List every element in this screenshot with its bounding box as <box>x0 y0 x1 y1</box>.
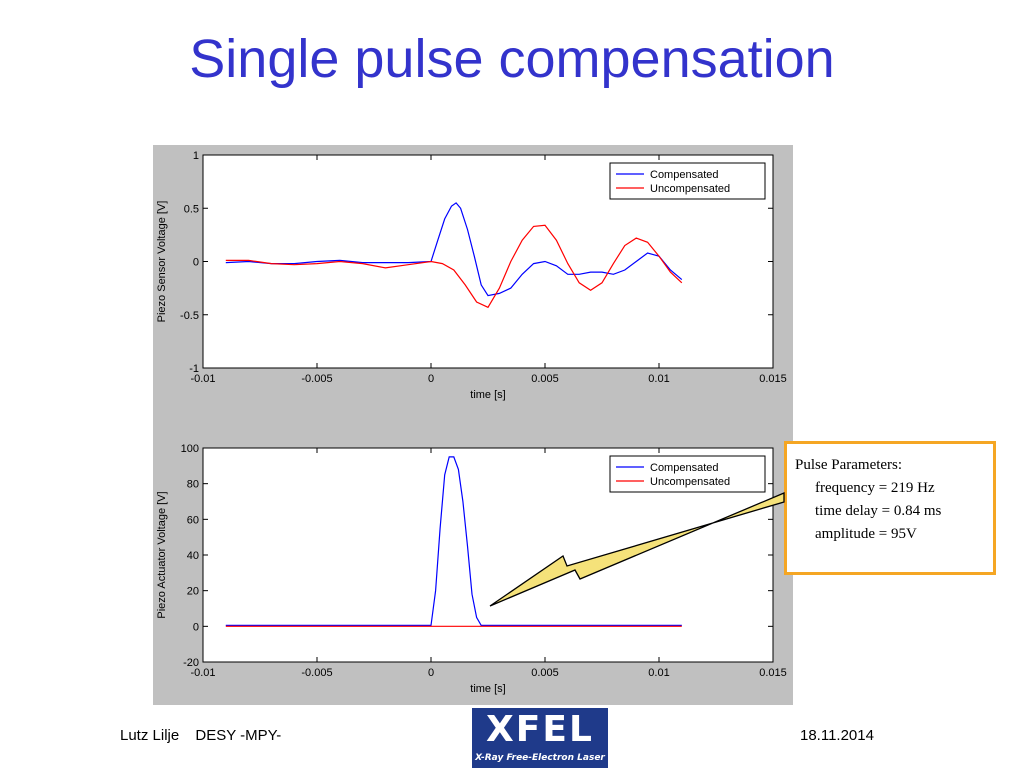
legend-box <box>609 162 766 200</box>
x-tick-label: -0.005 <box>301 667 332 679</box>
y-axis-label: Piezo Actuator Voltage [V] <box>156 491 168 618</box>
logo-name: XFEL <box>486 709 594 750</box>
x-tick-label: 0 <box>428 667 434 679</box>
y-tick-label: 1 <box>193 150 199 162</box>
x-axis-label: time [s] <box>470 389 505 401</box>
xfel-logo: XFEL X-Ray Free-Electron Laser <box>472 708 608 768</box>
x-tick-label: 0.015 <box>759 373 787 385</box>
y-tick-label: -1 <box>189 363 199 375</box>
legend-label: Uncompensated <box>650 183 730 195</box>
legend-label: Compensated <box>650 169 719 181</box>
y-tick-label: 0 <box>193 257 199 269</box>
legend-box <box>609 455 766 493</box>
legend-label: Uncompensated <box>650 476 730 488</box>
y-tick-label: -20 <box>183 657 199 669</box>
legend: Compensated Uncompensated <box>609 162 766 200</box>
chart-1: -0.01 -0.005 0 0.005 0.01 0.015 -1 -0.5 0 0.5 1 tim… <box>156 150 787 401</box>
y-tick-label: 60 <box>187 514 199 526</box>
y-tick-label: 20 <box>187 586 199 598</box>
callout-heading: Pulse Parameters: <box>795 457 903 473</box>
x-axis-label: time [s] <box>470 683 505 695</box>
x-tick-label: 0.01 <box>648 373 669 385</box>
y-tick-label: 100 <box>181 443 199 455</box>
series-line-uncompensated <box>225 224 683 309</box>
y-tick-label: 40 <box>187 550 199 562</box>
footer-date: 18.11.2014 <box>800 727 874 744</box>
callout-time-delay: time delay = 0.84 ms <box>815 503 942 519</box>
pulse-parameters-callout: Pulse Parameters: frequency = 219 Hz tim… <box>784 441 996 575</box>
x-tick-label: -0.01 <box>190 667 215 679</box>
legend-label: Compensated <box>650 462 719 474</box>
y-axis-label: Piezo Sensor Voltage [V] <box>156 201 168 323</box>
x-tick-label: -0.005 <box>301 373 332 385</box>
logo-subtitle: X-Ray Free-Electron Laser <box>475 753 605 763</box>
callout-frequency: frequency = 219 Hz <box>815 480 935 496</box>
y-tick-label: 80 <box>187 479 199 491</box>
x-tick-label: 0.005 <box>531 667 559 679</box>
series-line-compensated <box>225 202 683 297</box>
slide-title: Single pulse compensation <box>189 29 835 89</box>
callout-amplitude: amplitude = 95V <box>815 526 917 542</box>
footer-left: Lutz Lilje DESY -MPY- <box>120 727 293 744</box>
y-tick-label: 0.5 <box>184 203 199 215</box>
chart-2: -0.01 -0.005 0 0.005 0.01 0.015 -20 0 20 40 60 80 10… <box>156 443 787 695</box>
x-tick-label: 0.015 <box>759 667 787 679</box>
x-tick-label: -0.01 <box>190 373 215 385</box>
x-tick-label: 0.01 <box>648 667 669 679</box>
y-tick-label: -0.5 <box>180 310 199 322</box>
charts-svg: -0.01 -0.005 0 0.005 0.01 0.015 -1 -0.5 0 0.5 1 tim… <box>156 150 787 695</box>
y-tick-label: 0 <box>193 621 199 633</box>
footer-author: Lutz Lilje <box>120 727 180 744</box>
figure-panel: -0.01 -0.005 0 0.005 0.01 0.015 -1 -0.5 0 0.5 1 tim… <box>153 145 793 705</box>
x-tick-label: 0.005 <box>531 373 559 385</box>
footer-group: DESY -MPY- <box>195 727 282 744</box>
legend: Compensated Uncompensated <box>609 455 766 493</box>
series-line-compensated <box>225 456 682 626</box>
x-tick-label: 0 <box>428 373 434 385</box>
